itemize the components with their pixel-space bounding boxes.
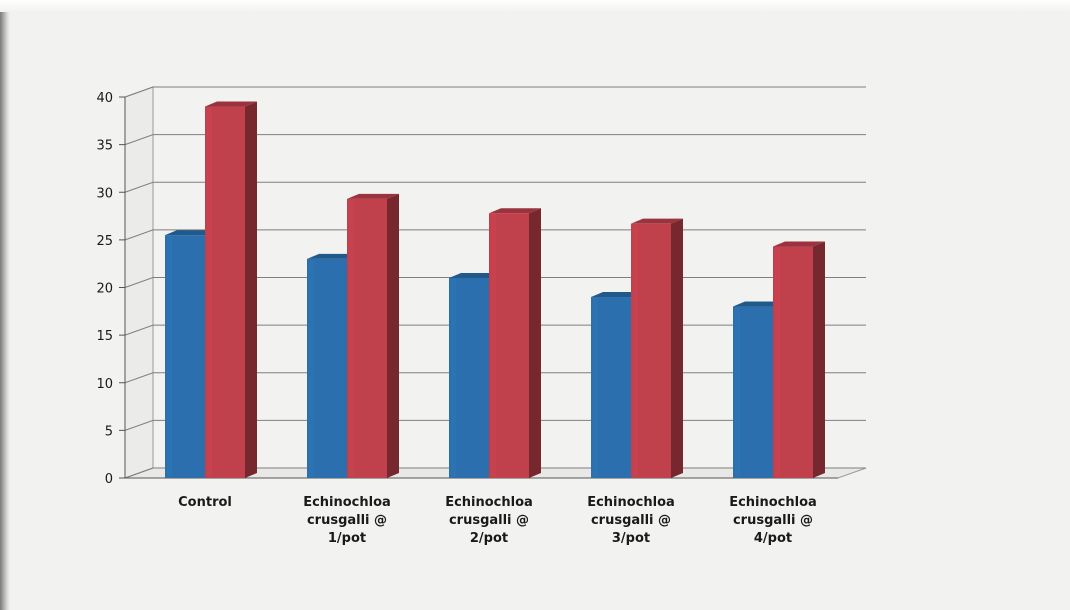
bar-s2-c3 — [489, 208, 541, 478]
bar-top — [489, 208, 541, 214]
category-label-line: 1/pot — [328, 531, 366, 546]
bar-top — [733, 301, 785, 307]
bar-top — [165, 230, 217, 236]
category-label-line: 2/pot — [470, 531, 508, 546]
category-label-line: Echinochloa — [445, 495, 533, 510]
bar-front — [733, 306, 773, 478]
category-label-line: crusgalli @ — [591, 513, 671, 528]
category-label-4: Echinochloa crusgalli @ 3/pot — [587, 495, 675, 546]
category-label-line: Echinochloa — [587, 495, 675, 510]
bar-front — [591, 297, 631, 478]
bar-side — [671, 218, 683, 478]
bar-highlight — [451, 278, 456, 477]
bar-side — [529, 208, 541, 478]
bar-front — [489, 213, 529, 478]
bar-top — [631, 218, 683, 224]
y-tick-label: 0 — [105, 472, 113, 487]
bar-front — [449, 277, 489, 478]
category-label-line: crusgalli @ — [449, 513, 529, 528]
bar-front — [307, 258, 347, 478]
y-tick-label: 20 — [96, 282, 113, 297]
bar-s2-c5 — [773, 241, 825, 478]
y-tick-label: 30 — [96, 186, 113, 201]
bar-side — [387, 193, 399, 479]
y-tick-label: 10 — [96, 377, 113, 392]
x-axis-labels: Control Echinochloa crusgalli @1/potEchino… — [178, 495, 817, 546]
category-label-line: Echinochloa — [303, 495, 391, 510]
gridline — [124, 277, 866, 288]
page-edge-shadow — [0, 0, 10, 610]
bar-s1-c1 — [165, 230, 217, 478]
bar-side — [245, 101, 257, 479]
bar-highlight — [593, 298, 598, 477]
bar-side — [813, 241, 825, 478]
bar-front — [205, 106, 245, 479]
bar-top — [347, 193, 399, 199]
bar-highlight — [309, 259, 314, 477]
bar-highlight — [349, 199, 354, 478]
bar-highlight — [633, 224, 638, 477]
gridline — [124, 229, 866, 241]
category-label-line: crusgalli @ — [307, 513, 387, 528]
bar-top — [205, 101, 257, 107]
y-tick-label: 40 — [96, 91, 113, 106]
category-label-line: 3/pot — [612, 531, 650, 546]
bar-front — [773, 246, 813, 478]
category-label-line: 4/pot — [754, 531, 792, 546]
page-top-highlight — [0, 0, 1070, 12]
category-label-line: crusgalli @ — [733, 513, 813, 528]
bar-highlight — [775, 247, 780, 477]
gridline — [124, 181, 866, 193]
bar-s2-c2 — [347, 193, 399, 479]
bar-highlight — [207, 107, 212, 478]
bar-highlight — [491, 214, 496, 477]
category-label-3: Echinochloa crusgalli @ 2/pot — [445, 495, 533, 546]
bar-s2-c4 — [631, 218, 683, 478]
y-tick-label: 15 — [96, 329, 113, 344]
bar-highlight — [167, 236, 172, 477]
category-label-2: Echinochloa crusgalli @ 1/pot — [303, 495, 391, 546]
bar-front — [631, 223, 671, 478]
category-label-line: Echinochloa — [729, 495, 817, 510]
bar-front — [347, 198, 387, 479]
gridline — [124, 134, 866, 146]
y-tick-label: 5 — [105, 424, 113, 439]
bar-top — [307, 253, 359, 259]
gridline — [124, 86, 866, 98]
bar-highlight — [735, 307, 740, 477]
bar-front — [165, 235, 205, 478]
y-tick-label: 35 — [96, 139, 113, 154]
category-label-line: Control — [178, 495, 232, 510]
y-tick-label: 25 — [96, 234, 113, 249]
bar-top — [449, 272, 501, 278]
bars — [165, 101, 825, 479]
bar-top — [591, 292, 643, 298]
category-label-5: Echinochloa crusgalli @ 4/pot — [729, 495, 817, 546]
bar-top — [773, 241, 825, 247]
category-label-1: Control — [178, 495, 232, 510]
bar-s2-c1 — [205, 101, 257, 479]
